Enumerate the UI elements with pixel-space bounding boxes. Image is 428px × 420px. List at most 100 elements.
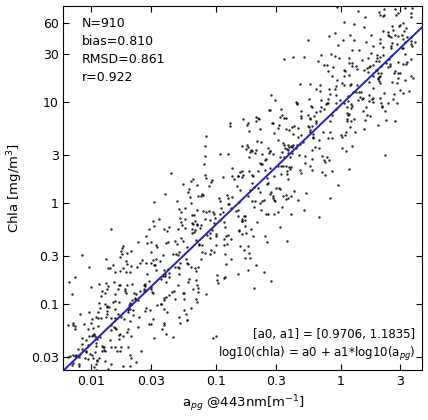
Point	[315, 213, 322, 220]
Point	[321, 105, 327, 112]
Point	[360, 107, 366, 114]
Point	[281, 114, 288, 121]
Point	[217, 197, 224, 204]
Point	[366, 79, 372, 85]
Point	[72, 326, 79, 333]
Point	[89, 333, 95, 340]
Point	[116, 336, 123, 343]
Point	[334, 77, 341, 84]
Point	[216, 195, 223, 202]
Point	[101, 290, 108, 297]
Point	[106, 337, 113, 344]
Point	[126, 318, 133, 324]
Point	[71, 381, 78, 388]
Point	[147, 367, 154, 373]
Point	[161, 322, 168, 328]
Point	[149, 257, 156, 263]
Point	[306, 163, 313, 170]
Point	[355, 8, 362, 15]
Point	[234, 183, 241, 189]
Point	[161, 294, 168, 301]
Point	[68, 290, 75, 297]
Point	[174, 241, 181, 248]
Point	[79, 251, 86, 258]
Point	[377, 63, 384, 69]
Point	[369, 62, 376, 68]
Point	[99, 288, 106, 294]
Point	[346, 166, 353, 173]
Point	[388, 43, 395, 50]
Point	[285, 127, 292, 134]
Point	[200, 161, 207, 168]
Point	[208, 178, 214, 185]
Point	[184, 260, 191, 267]
Point	[221, 219, 228, 226]
Point	[339, 80, 345, 87]
Point	[309, 122, 316, 129]
Point	[160, 226, 167, 232]
Point	[175, 314, 182, 320]
Point	[235, 173, 242, 179]
Point	[341, 100, 348, 107]
Point	[137, 288, 144, 294]
Point	[275, 122, 282, 129]
Point	[369, 85, 376, 92]
Point	[149, 289, 156, 296]
Point	[69, 319, 76, 326]
Point	[393, 100, 400, 107]
Point	[308, 103, 315, 110]
Point	[75, 352, 82, 358]
Point	[320, 129, 327, 135]
Point	[282, 195, 289, 202]
Point	[125, 326, 131, 333]
Point	[271, 130, 278, 136]
Point	[117, 344, 124, 350]
Point	[98, 342, 105, 349]
Point	[306, 115, 313, 121]
Point	[369, 94, 376, 101]
Point	[191, 228, 198, 235]
Point	[326, 195, 333, 202]
Point	[361, 24, 368, 30]
Point	[270, 120, 276, 126]
Point	[169, 333, 176, 340]
Point	[180, 238, 187, 244]
Point	[256, 116, 262, 122]
Point	[73, 352, 80, 359]
Point	[220, 174, 226, 181]
Point	[279, 112, 286, 119]
Point	[270, 173, 277, 179]
Point	[70, 359, 77, 366]
Point	[345, 92, 352, 99]
Point	[112, 325, 119, 332]
Point	[158, 326, 165, 332]
Point	[237, 168, 244, 175]
Point	[407, 13, 414, 20]
Point	[146, 226, 153, 232]
Point	[320, 61, 327, 68]
Point	[267, 148, 273, 155]
Point	[67, 383, 74, 390]
Point	[203, 132, 210, 139]
Point	[369, 98, 376, 105]
Point	[252, 149, 259, 156]
Point	[104, 304, 110, 310]
Point	[245, 168, 252, 174]
Point	[216, 211, 223, 218]
Point	[160, 266, 167, 273]
Point	[350, 89, 357, 96]
Point	[290, 131, 297, 137]
Point	[375, 76, 382, 82]
Point	[89, 391, 95, 398]
Point	[364, 68, 371, 75]
Point	[66, 353, 73, 360]
Point	[373, 57, 380, 64]
Point	[216, 151, 223, 158]
Point	[235, 207, 241, 213]
Point	[101, 346, 107, 353]
Point	[318, 152, 325, 159]
Point	[369, 72, 376, 79]
Point	[179, 181, 186, 187]
Point	[392, 67, 399, 74]
Point	[374, 75, 381, 82]
